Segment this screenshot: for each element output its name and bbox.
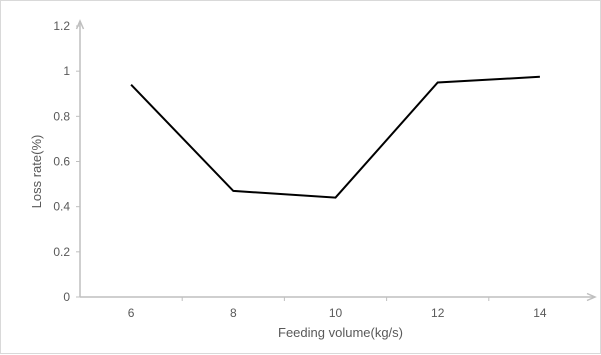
series-line	[130, 75, 540, 199]
y-tick-label: 0.4	[53, 200, 70, 214]
x-tick-label: 14	[533, 306, 547, 320]
y-tick-label: 1.2	[53, 19, 70, 33]
y-tick-label: 0.6	[53, 155, 70, 169]
x-axis-arrow	[586, 292, 597, 302]
y-tick-label: 0.2	[53, 245, 70, 259]
plot-area	[130, 75, 540, 199]
y-tick-label: 1	[63, 64, 70, 78]
y-axis-title: Loss rate(%)	[29, 135, 44, 209]
x-axis: 6 8 10 12 14	[80, 292, 597, 320]
y-tick-label: 0	[63, 290, 70, 304]
x-tick-label: 8	[230, 306, 237, 320]
y-axis: 0 0.2 0.4 0.6 0.8 1 1.2	[53, 19, 85, 304]
x-axis-title: Feeding volume(kg/s)	[278, 325, 403, 340]
x-tick-label: 12	[431, 306, 445, 320]
x-tick-label: 6	[128, 306, 135, 320]
y-tick-label: 0.8	[53, 109, 70, 123]
x-tick-label: 10	[329, 306, 343, 320]
